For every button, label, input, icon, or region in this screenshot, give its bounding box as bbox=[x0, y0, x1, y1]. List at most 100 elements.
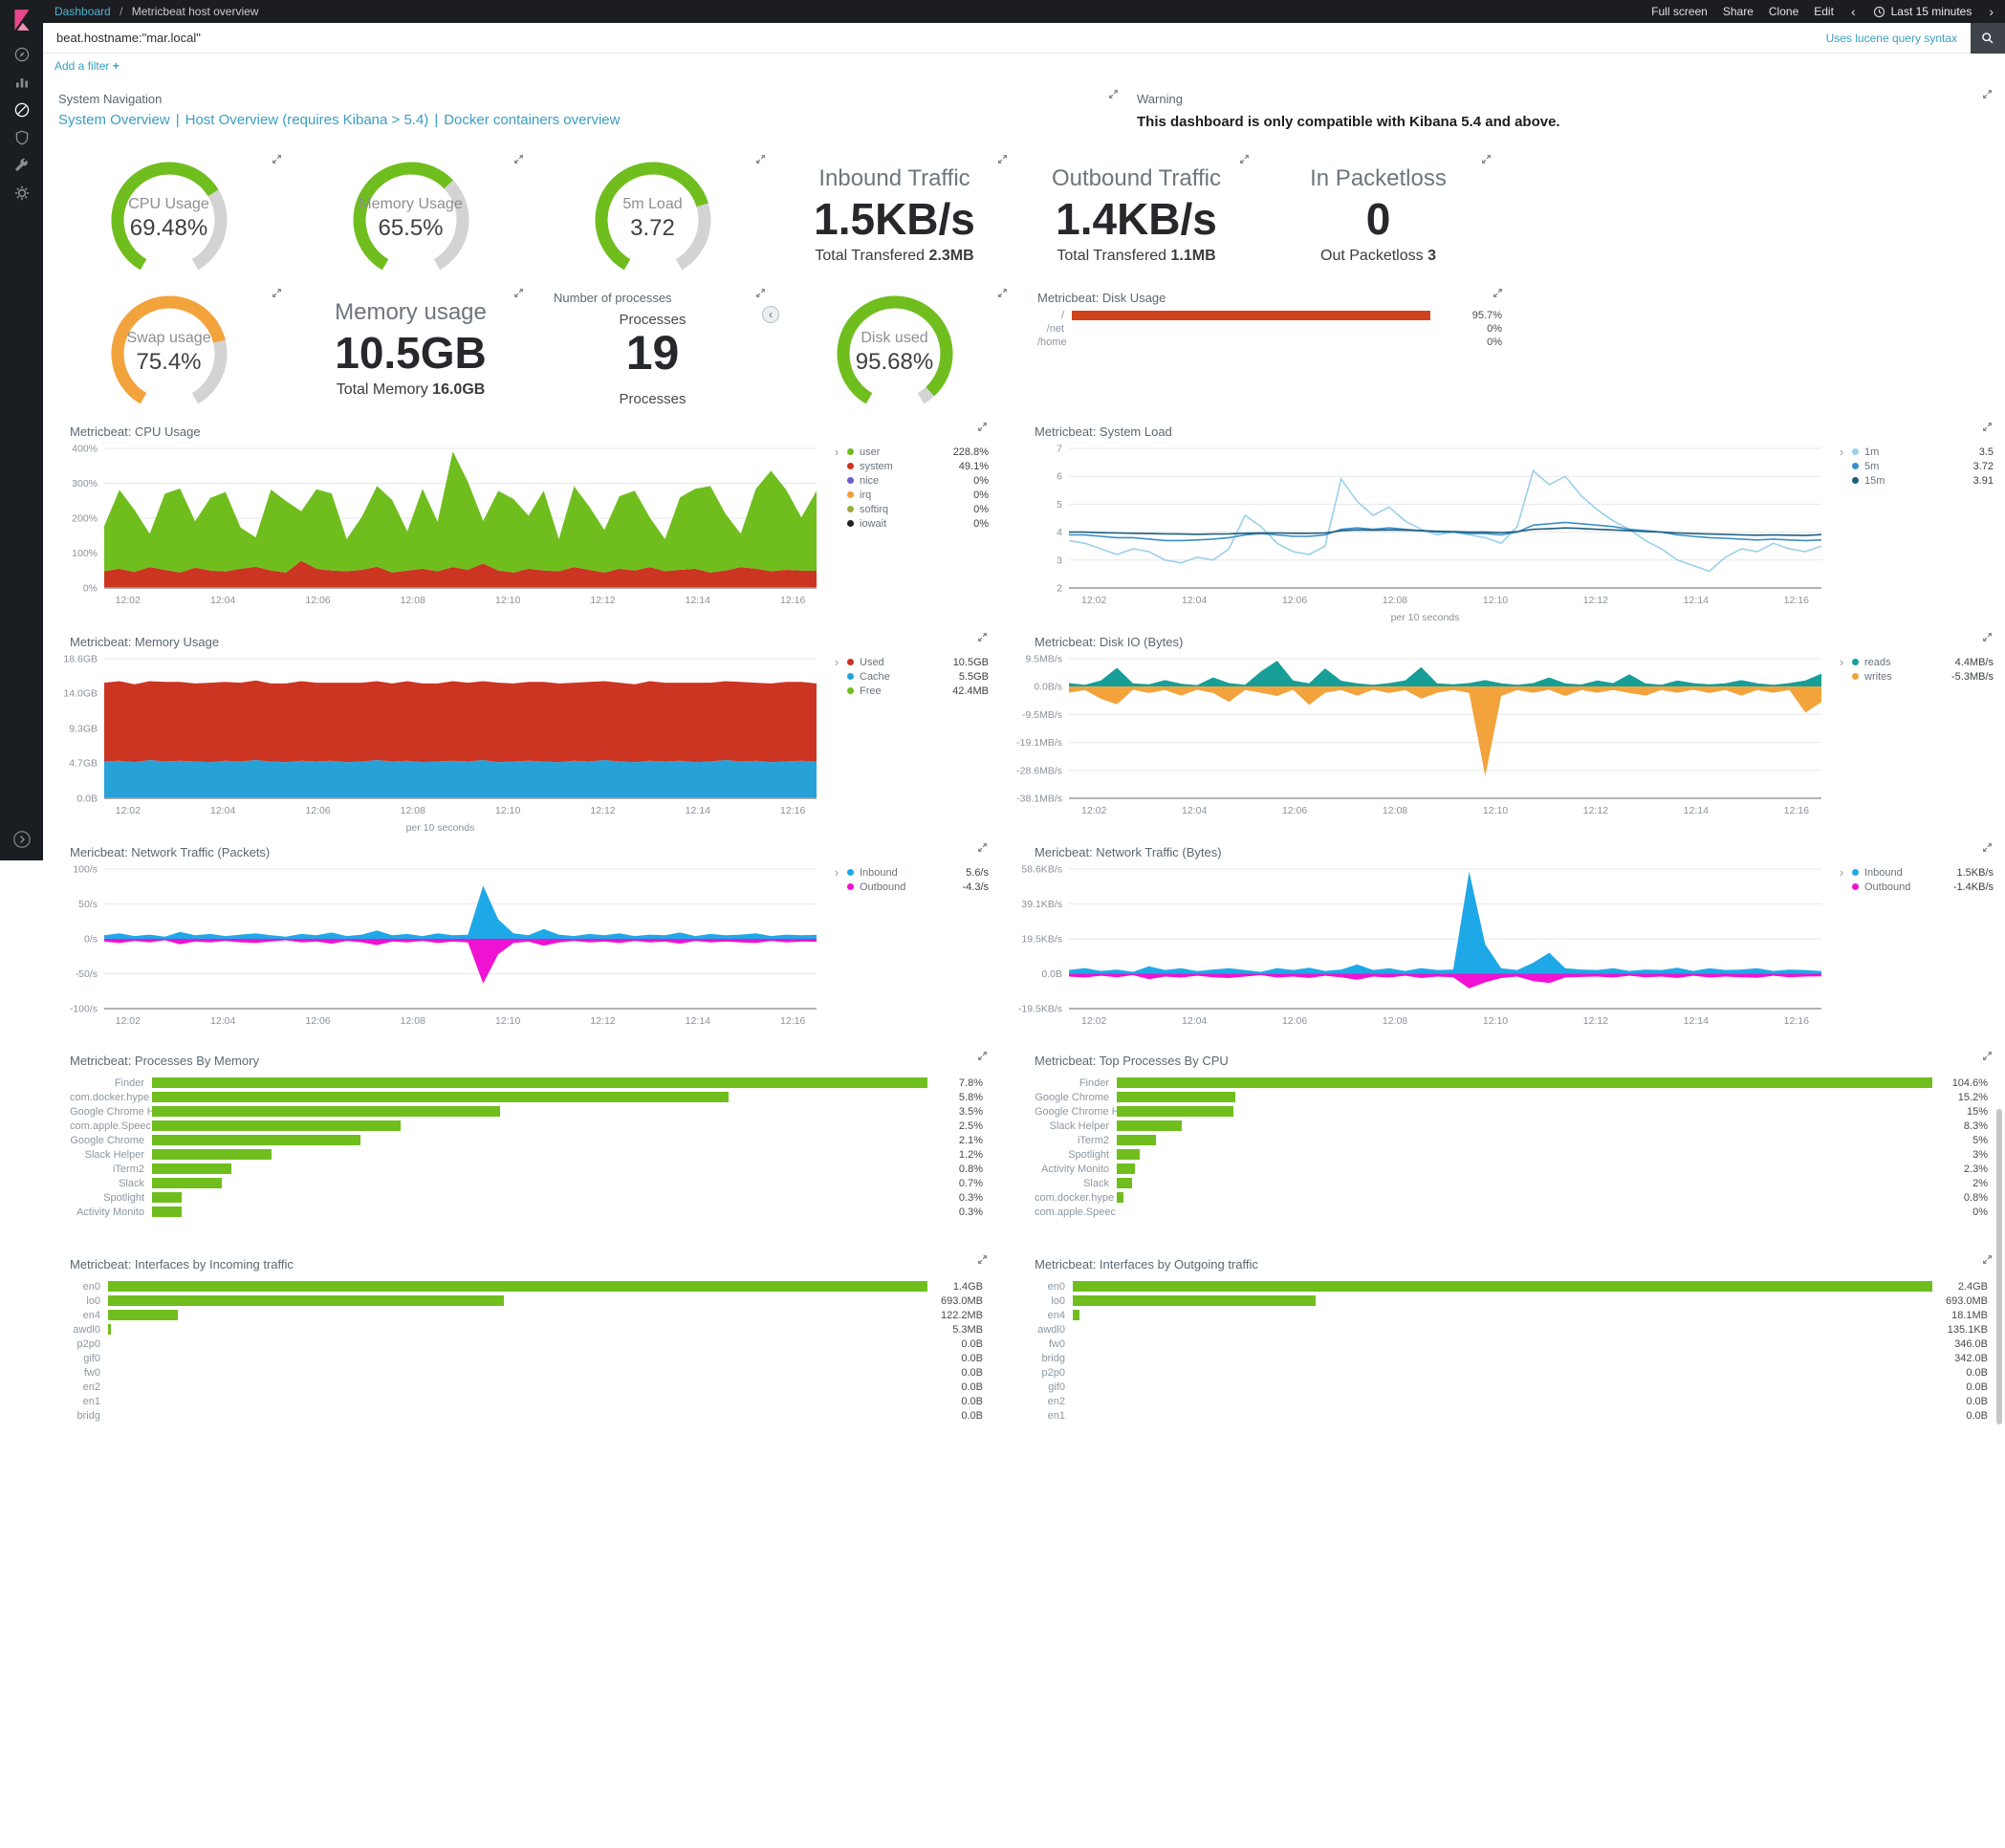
bar-value: 0% bbox=[1487, 337, 1502, 348]
breadcrumb-current: Metricbeat host overview bbox=[131, 5, 259, 18]
time-next-button[interactable]: › bbox=[1989, 4, 1994, 19]
bar-row: Google Chrome H 3.5% bbox=[70, 1104, 983, 1119]
page-scrollbar[interactable] bbox=[1996, 1109, 2002, 1424]
expand-icon[interactable] bbox=[272, 288, 282, 298]
expand-icon[interactable] bbox=[1982, 632, 1993, 642]
expand-icon[interactable] bbox=[1982, 422, 1993, 432]
compass-icon bbox=[13, 47, 31, 66]
expand-icon[interactable] bbox=[997, 154, 1008, 164]
expand-icon[interactable] bbox=[977, 1051, 988, 1061]
search-button[interactable] bbox=[1971, 22, 2005, 54]
bar-track bbox=[1117, 1207, 1932, 1217]
expand-icon[interactable] bbox=[272, 154, 282, 164]
legend-toggle-icon[interactable]: › bbox=[834, 865, 839, 880]
legend-item[interactable]: Outbound -4.3/s bbox=[843, 880, 992, 894]
navigation-links: System Overview | Host Overview (requires … bbox=[51, 108, 1123, 132]
expand-icon[interactable] bbox=[997, 288, 1008, 298]
bar bbox=[1117, 1192, 1123, 1203]
breadcrumb-link-dashboard[interactable]: Dashboard bbox=[54, 5, 111, 18]
expand-icon[interactable] bbox=[1481, 154, 1492, 164]
legend-item[interactable]: nice 0% bbox=[843, 473, 992, 488]
legend-toggle-icon[interactable]: › bbox=[1839, 865, 1844, 880]
sidebar-item-visualize[interactable] bbox=[13, 74, 31, 91]
legend-item[interactable]: Free 42.4MB bbox=[843, 684, 992, 698]
panel-collapse-button[interactable]: ‹ bbox=[762, 306, 779, 323]
legend-toggle-icon[interactable]: › bbox=[1839, 445, 1844, 459]
sidebar-item-timelion[interactable] bbox=[13, 129, 31, 146]
lucene-syntax-link[interactable]: Uses lucene query syntax bbox=[1825, 31, 1957, 45]
expand-icon[interactable] bbox=[513, 154, 524, 164]
nav-link-host-overview[interactable]: Host Overview (requires Kibana > 5.4) bbox=[185, 112, 429, 128]
nav-link-docker-containers[interactable]: Docker containers overview bbox=[444, 112, 621, 128]
legend-item[interactable]: 15m 3.91 bbox=[1848, 473, 1997, 488]
svg-text:-38.1MB/s: -38.1MB/s bbox=[1016, 794, 1062, 805]
time-prev-button[interactable]: ‹ bbox=[1850, 4, 1856, 19]
clone-button[interactable]: Clone bbox=[1768, 5, 1799, 18]
bar-row: bridg 342.0B bbox=[1035, 1351, 1988, 1365]
bar bbox=[1117, 1120, 1182, 1131]
bar-row: en2 0.0B bbox=[70, 1380, 983, 1394]
expand-icon[interactable] bbox=[977, 422, 988, 432]
legend-item[interactable]: Outbound -1.4KB/s bbox=[1848, 880, 1997, 894]
legend-toggle-icon[interactable]: › bbox=[834, 655, 839, 669]
bar-track bbox=[1072, 324, 1447, 334]
legend-item[interactable]: Cache 5.5GB bbox=[843, 669, 992, 684]
bar-label: /home bbox=[1037, 337, 1067, 348]
expand-icon[interactable] bbox=[1493, 288, 1503, 298]
legend-item[interactable]: user 228.8% bbox=[843, 445, 992, 459]
query-input[interactable] bbox=[43, 23, 1826, 53]
expand-icon[interactable] bbox=[1239, 154, 1250, 164]
svg-text:12:06: 12:06 bbox=[1282, 805, 1307, 816]
expand-icon[interactable] bbox=[755, 154, 766, 164]
svg-text:12:08: 12:08 bbox=[401, 1015, 425, 1027]
legend-item[interactable]: writes -5.3MB/s bbox=[1848, 669, 1997, 684]
edit-button[interactable]: Edit bbox=[1814, 5, 1834, 18]
legend-item[interactable]: irq 0% bbox=[843, 488, 992, 502]
expand-icon[interactable] bbox=[1982, 1051, 1993, 1061]
expand-icon[interactable] bbox=[1108, 89, 1119, 99]
expand-icon[interactable] bbox=[755, 288, 766, 298]
legend-item[interactable]: softirq 0% bbox=[843, 502, 992, 516]
legend-item[interactable]: iowait 0% bbox=[843, 516, 992, 531]
expand-icon[interactable] bbox=[513, 288, 524, 298]
legend-item[interactable]: Inbound 5.6/s bbox=[843, 865, 992, 880]
sidebar-item-dev-tools[interactable] bbox=[13, 157, 31, 174]
sidebar-item-management[interactable] bbox=[13, 185, 31, 202]
expand-icon[interactable] bbox=[1982, 842, 1993, 853]
bar bbox=[152, 1120, 401, 1131]
legend-item[interactable]: 5m 3.72 bbox=[1848, 459, 1997, 473]
legend-item[interactable]: system 49.1% bbox=[843, 459, 992, 473]
bar bbox=[108, 1310, 179, 1320]
bar-track bbox=[152, 1077, 927, 1088]
gauge-value: 75.4% bbox=[136, 349, 202, 375]
legend-item[interactable]: reads 4.4MB/s bbox=[1848, 655, 1997, 669]
svg-text:12:14: 12:14 bbox=[1684, 595, 1709, 606]
full-screen-button[interactable]: Full screen bbox=[1651, 5, 1708, 18]
expand-icon[interactable] bbox=[977, 842, 988, 853]
bar-row: Slack 0.7% bbox=[70, 1176, 983, 1190]
legend-item[interactable]: Inbound 1.5KB/s bbox=[1848, 865, 1997, 880]
bar-row: Slack Helper 8.3% bbox=[1035, 1119, 1988, 1133]
bar-label: / bbox=[1060, 310, 1064, 321]
nav-link-system-overview[interactable]: System Overview bbox=[58, 112, 170, 128]
expand-icon[interactable] bbox=[1982, 89, 1993, 99]
legend-item[interactable]: Used 10.5GB bbox=[843, 655, 992, 669]
sidebar-item-dashboard[interactable] bbox=[13, 101, 31, 119]
expand-icon[interactable] bbox=[1982, 1254, 1993, 1265]
time-range-picker[interactable]: Last 15 minutes bbox=[1873, 5, 1972, 18]
kibana-logo[interactable] bbox=[0, 0, 43, 40]
legend-toggle-icon[interactable]: › bbox=[834, 445, 839, 459]
share-button[interactable]: Share bbox=[1722, 5, 1754, 18]
legend-item[interactable]: 1m 3.5 bbox=[1848, 445, 1997, 459]
sidebar-item-discover[interactable] bbox=[13, 46, 31, 63]
expand-icon[interactable] bbox=[977, 1254, 988, 1265]
expand-icon[interactable] bbox=[977, 632, 988, 642]
legend-color-dot bbox=[847, 477, 854, 484]
svg-text:12:12: 12:12 bbox=[590, 1015, 615, 1027]
gauge-label: Swap usage bbox=[126, 330, 211, 346]
legend-toggle-icon[interactable]: › bbox=[1839, 655, 1844, 669]
chart-legend: › Used 10.5GB Cache 5.5GB Free 42.4MB bbox=[830, 651, 992, 698]
add-filter-link[interactable]: Add a filter + bbox=[54, 59, 120, 73]
sidebar-collapse-button[interactable] bbox=[12, 830, 32, 849]
svg-text:12:06: 12:06 bbox=[1282, 595, 1307, 606]
